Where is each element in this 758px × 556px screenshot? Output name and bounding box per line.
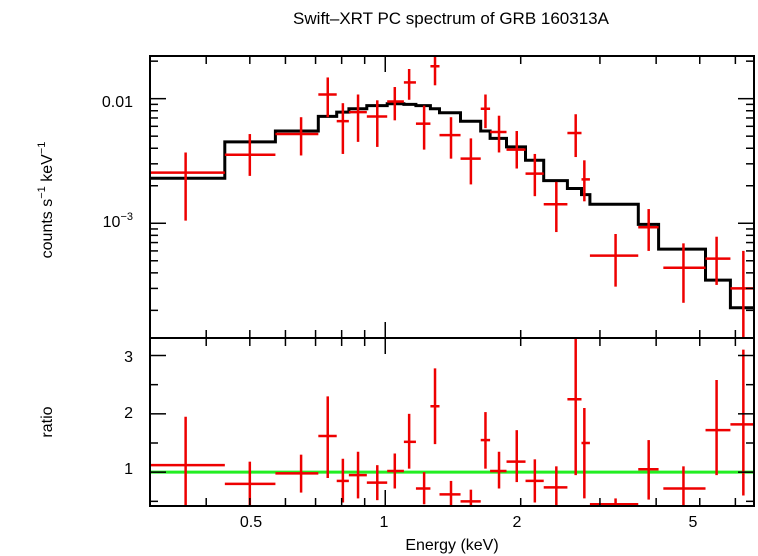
ratio-point	[525, 459, 544, 503]
data-point	[150, 152, 225, 221]
xtick-label-0.5: 0.5	[240, 514, 262, 531]
ratio-point	[730, 349, 754, 496]
data-point	[638, 209, 659, 251]
data-point	[480, 94, 491, 129]
xtick-label-2: 2	[513, 514, 522, 531]
ratio-point	[336, 458, 349, 503]
ratio-point	[415, 472, 431, 505]
data-point	[567, 114, 582, 158]
top-axis-ticks	[149, 56, 754, 338]
data-point	[415, 105, 431, 150]
ratio-point	[506, 430, 526, 483]
y-label-sup2: −1	[36, 142, 48, 155]
data-point	[663, 243, 706, 303]
ytick-base: 10	[103, 214, 121, 231]
data-point	[387, 87, 404, 121]
ratio-point	[403, 413, 416, 469]
chart-title: Swift–XRT PC spectrum of GRB 160313A	[293, 9, 610, 28]
ratio-point	[439, 480, 461, 506]
ytick-label-1e-3: 10−3	[103, 211, 133, 231]
ratio-point	[275, 454, 319, 493]
ratio-point	[430, 368, 440, 445]
data-point	[403, 69, 416, 100]
y-axis-label-counts: counts s−1 keV−1	[36, 142, 56, 259]
xtick-label-1: 1	[380, 514, 389, 531]
data-point	[490, 115, 507, 153]
ytick-label-3: 3	[124, 349, 133, 366]
ratio-point	[589, 498, 639, 506]
data-point	[336, 103, 349, 154]
top-plot-area	[150, 56, 754, 338]
data-point	[275, 117, 319, 156]
ratio-point	[543, 466, 568, 506]
bottom-panel: 1 2 3 ratio 0.5 1 2 5 Energy (keV)	[39, 337, 755, 554]
data-point	[318, 77, 337, 118]
ratio-point	[480, 412, 491, 469]
data-point	[581, 160, 590, 202]
data-point	[439, 117, 461, 159]
data-point	[543, 181, 568, 233]
y-label-mid: keV	[39, 154, 56, 186]
x-axis-label: Energy (keV)	[405, 537, 498, 554]
ratio-point	[366, 465, 388, 501]
ytick-label-0.01: 0.01	[102, 94, 133, 111]
ytick-label-1: 1	[124, 461, 133, 478]
data-point	[430, 56, 440, 86]
data-point	[589, 234, 639, 287]
y-label-sup1: −1	[36, 186, 48, 199]
data-point	[506, 131, 526, 169]
y-label-main: counts s	[39, 199, 56, 259]
data-point	[366, 100, 388, 147]
ratio-point	[663, 466, 706, 506]
data-point	[224, 134, 276, 176]
xtick-label-5: 5	[689, 514, 698, 531]
bottom-panel-frame	[149, 337, 755, 507]
bottom-plot-area	[150, 338, 754, 506]
ratio-point	[638, 440, 659, 500]
ratio-point	[490, 451, 507, 489]
ratio-point	[348, 451, 367, 499]
data-point	[348, 94, 367, 142]
data-point	[525, 153, 544, 197]
ratio-point	[318, 396, 337, 478]
y-axis-label-ratio: ratio	[39, 406, 56, 437]
ratio-point	[567, 338, 582, 476]
ratio-point	[705, 380, 731, 476]
ytick-exponent: −3	[120, 211, 133, 223]
data-point	[460, 138, 481, 185]
ratio-point	[150, 416, 225, 506]
ratio-point	[460, 489, 481, 506]
model-step-line	[150, 102, 754, 310]
ratio-point	[581, 408, 590, 499]
data-point	[705, 236, 731, 285]
ytick-label-2: 2	[124, 405, 133, 422]
ratio-point	[387, 453, 404, 489]
